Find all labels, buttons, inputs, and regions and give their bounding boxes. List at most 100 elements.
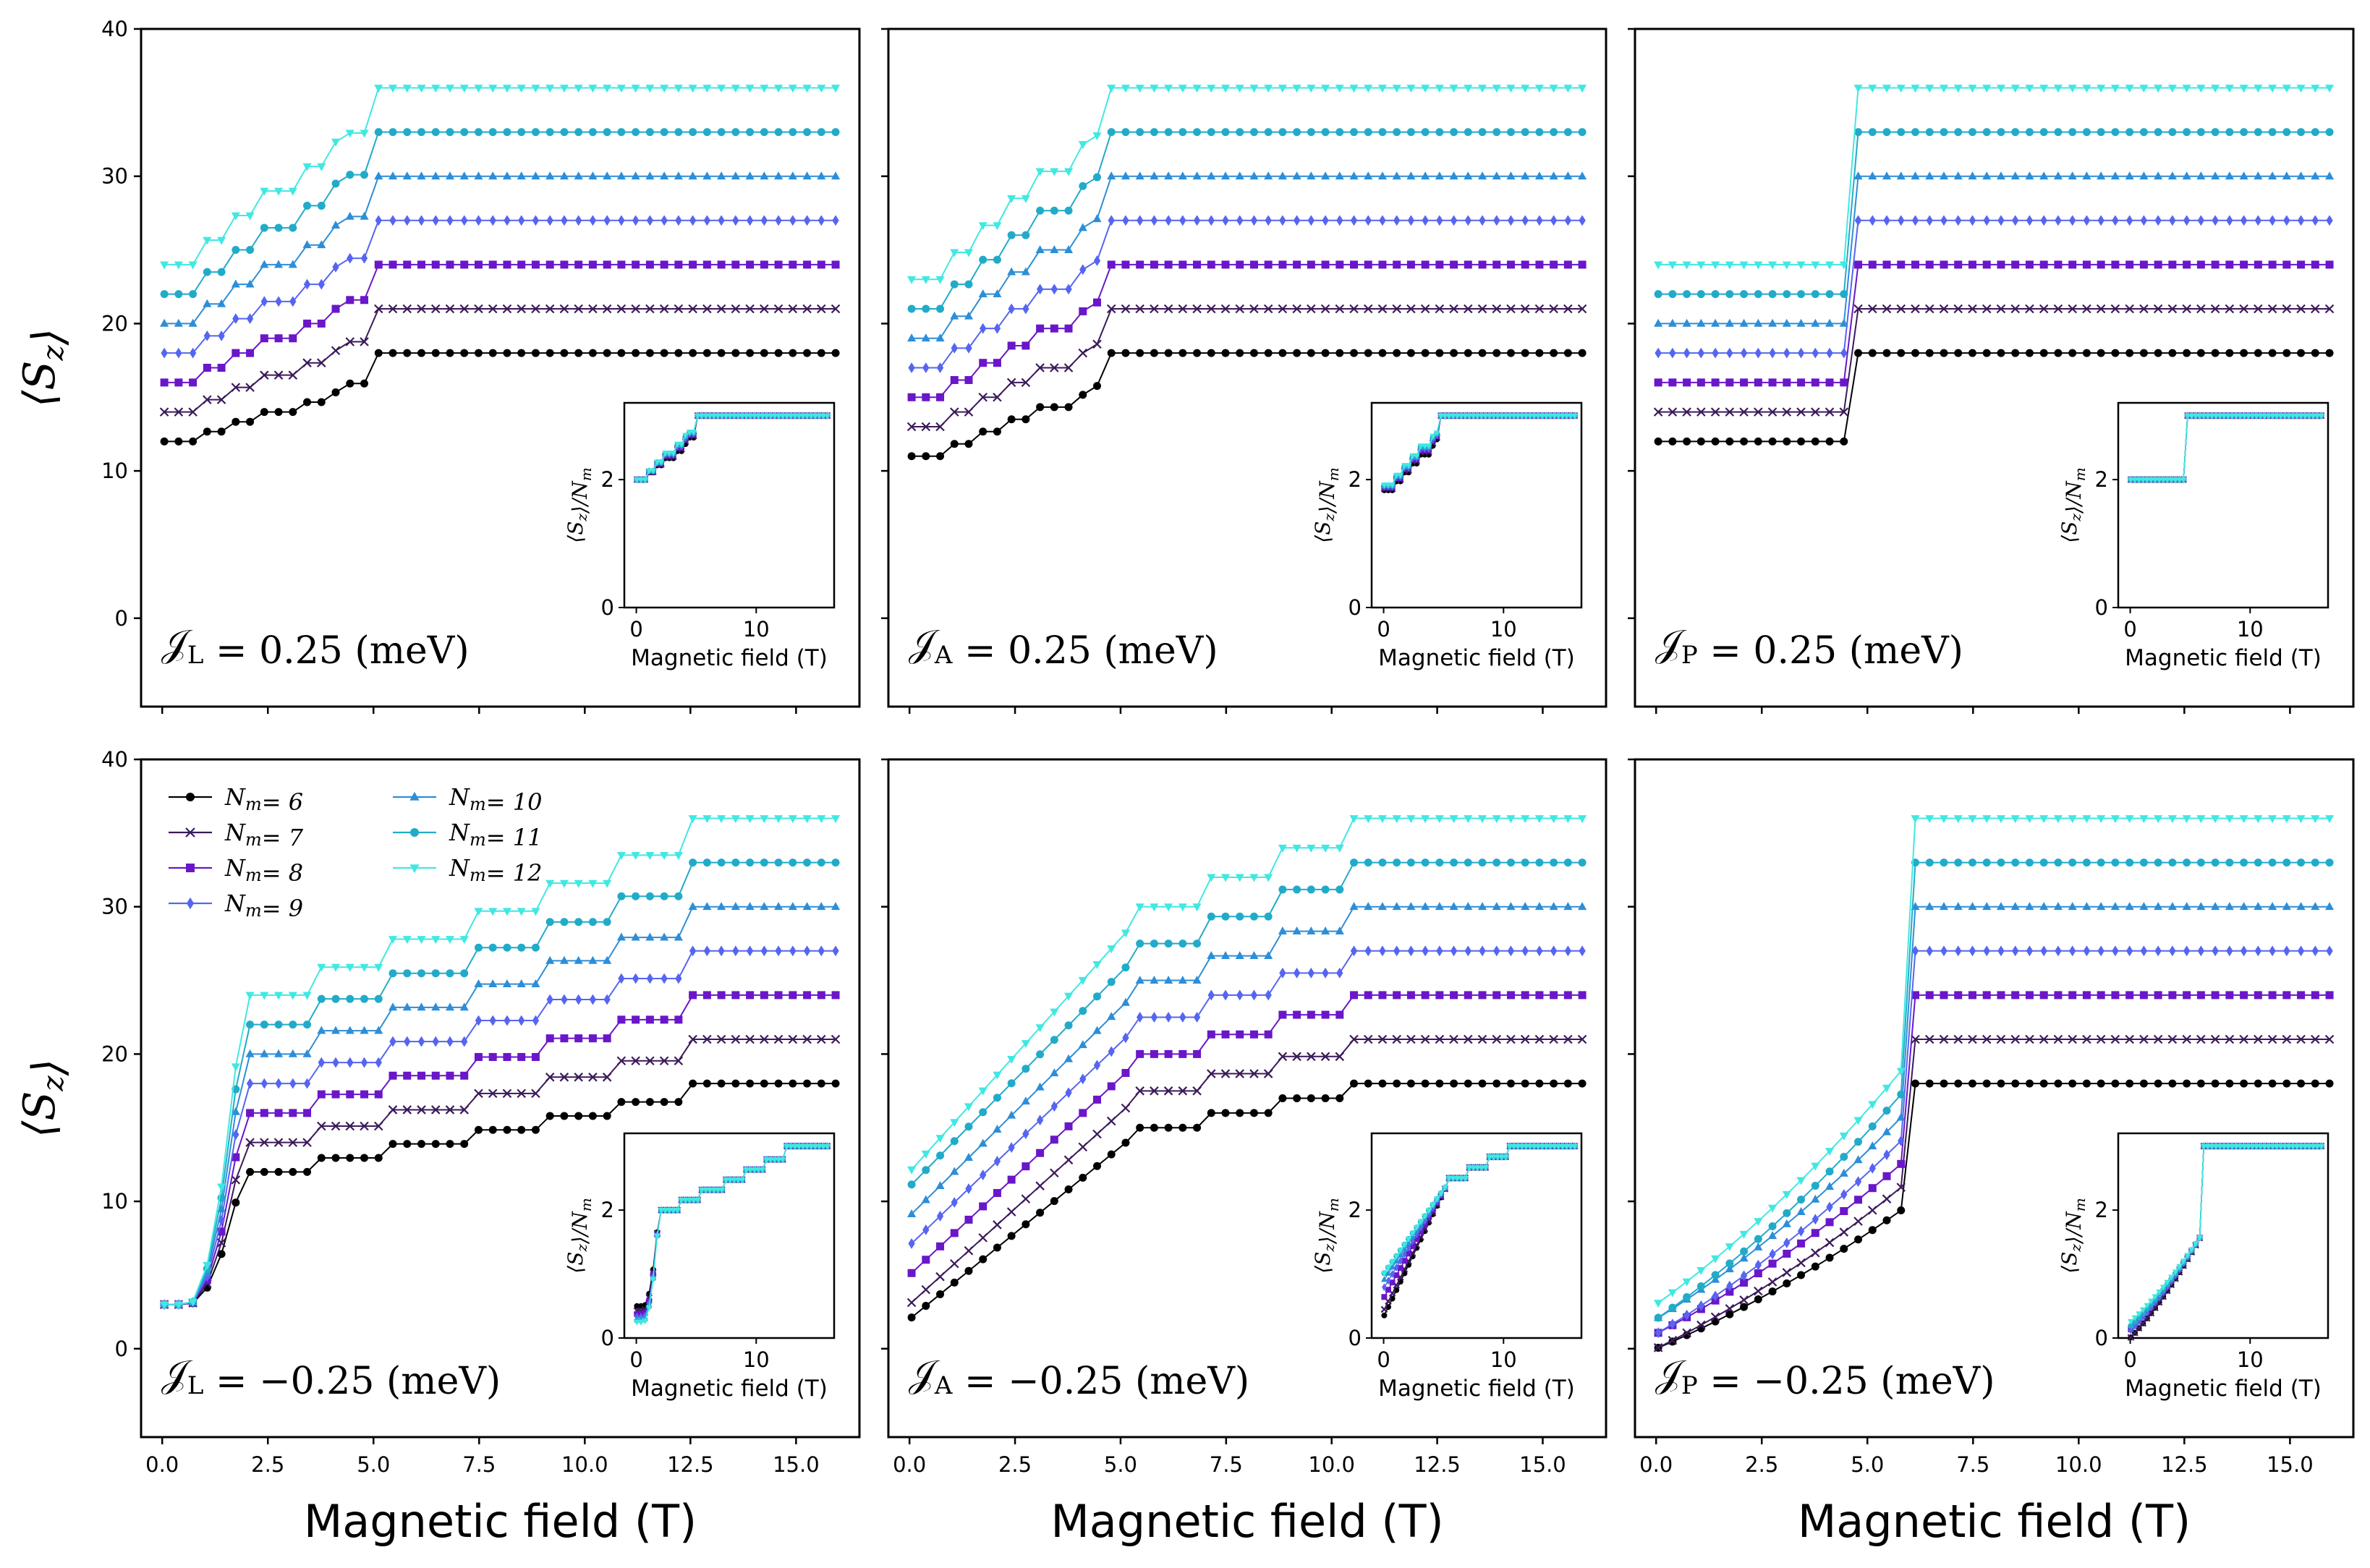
data-point: [1363, 1034, 1373, 1044]
data-point: [445, 85, 455, 93]
data-point: [1150, 1086, 1159, 1096]
data-point: [2097, 349, 2105, 357]
data-point: [817, 991, 825, 1000]
data-point: [1163, 304, 1173, 314]
data-point: [832, 215, 839, 226]
data-point: [993, 255, 1001, 264]
data-point: [274, 1167, 283, 1176]
data-point: [2053, 171, 2063, 180]
data-point: [1377, 85, 1388, 93]
data-point: [1106, 1116, 1116, 1126]
data-point: [2297, 128, 2306, 137]
data-point: [488, 1125, 497, 1134]
series-N-m--9: [161, 945, 839, 1311]
data-point: [317, 1154, 326, 1162]
data-point: [1563, 902, 1573, 911]
data-point: [360, 379, 369, 388]
data-point: [978, 222, 988, 231]
data-point: [1392, 304, 1401, 314]
data-point: [964, 1246, 974, 1256]
data-point: [2283, 215, 2290, 226]
inset-data-point: [731, 413, 738, 419]
data-point: [1982, 171, 1992, 180]
inset-data-point: [1389, 482, 1396, 489]
data-point: [2254, 902, 2263, 911]
data-point: [2254, 815, 2263, 824]
data-point: [446, 1140, 454, 1149]
data-point: [317, 358, 326, 367]
data-point: [574, 171, 583, 180]
data-point: [1825, 407, 1835, 417]
data-point: [2196, 349, 2205, 357]
data-point: [1435, 260, 1444, 269]
data-point: [504, 215, 511, 226]
data-point: [1107, 1082, 1116, 1091]
data-point: [2182, 1034, 2191, 1044]
inset-data-point: [1409, 1230, 1417, 1237]
data-point: [2268, 85, 2277, 93]
inset-data-point: [1413, 1225, 1420, 1232]
data-point: [1335, 1052, 1345, 1062]
data-point: [1350, 215, 1358, 226]
data-point: [1925, 85, 1934, 93]
data-point: [373, 1121, 383, 1131]
data-point: [388, 349, 397, 357]
data-point: [1321, 349, 1330, 357]
data-point: [575, 215, 582, 226]
data-point: [1506, 991, 1515, 1000]
data-point: [1249, 85, 1259, 93]
data-point: [504, 1015, 511, 1026]
data-point: [731, 858, 740, 867]
data-point: [2183, 349, 2191, 357]
data-point: [1078, 223, 1087, 231]
data-point: [1392, 815, 1401, 824]
data-point: [345, 337, 355, 346]
data-point: [950, 1229, 959, 1237]
data-point: [1335, 171, 1344, 180]
inset-data-point: [2257, 413, 2264, 419]
inset-data-point: [807, 413, 815, 419]
data-point: [1521, 858, 1529, 867]
data-point: [517, 979, 526, 988]
data-point: [1521, 215, 1529, 226]
data-point: [789, 260, 797, 269]
data-point: [1563, 349, 1572, 357]
data-point: [760, 304, 769, 314]
data-point: [1421, 349, 1430, 357]
data-point: [417, 171, 426, 180]
data-point: [1378, 858, 1387, 867]
data-point: [2010, 171, 2020, 180]
data-point: [731, 171, 740, 180]
inset-data-point: [2152, 1298, 2158, 1307]
data-point: [1220, 304, 1231, 314]
data-point: [374, 349, 383, 357]
data-point: [1478, 349, 1487, 357]
data-point: [1178, 1123, 1187, 1132]
data-point: [675, 973, 682, 984]
data-point: [1654, 290, 1662, 299]
data-point: [2225, 349, 2234, 357]
data-point: [346, 171, 354, 179]
data-point: [964, 407, 974, 417]
data-point: [908, 1237, 915, 1249]
data-point: [979, 1108, 988, 1117]
inset-x-tick-label: 10: [2237, 1347, 2264, 1372]
data-point: [1868, 1184, 1877, 1193]
data-point: [1797, 347, 1805, 359]
series-line: [164, 1039, 836, 1305]
data-point: [921, 333, 930, 342]
inset-data-point: [2318, 413, 2325, 419]
data-point: [1953, 815, 1963, 824]
data-point: [189, 347, 197, 359]
data-point: [2097, 902, 2106, 911]
x-axis-label: Magnetic field (T): [304, 1495, 697, 1548]
inset-data-point: [1539, 413, 1546, 419]
data-point: [1378, 1079, 1387, 1088]
data-point: [1022, 415, 1030, 424]
data-point: [1940, 945, 1948, 957]
data-point: [1925, 128, 1934, 137]
data-point: [950, 1137, 959, 1146]
panel-annotation: 𝒥A = 0.25 (meV): [909, 622, 1218, 673]
inset-data-point: [751, 1167, 758, 1173]
data-point: [717, 349, 726, 357]
